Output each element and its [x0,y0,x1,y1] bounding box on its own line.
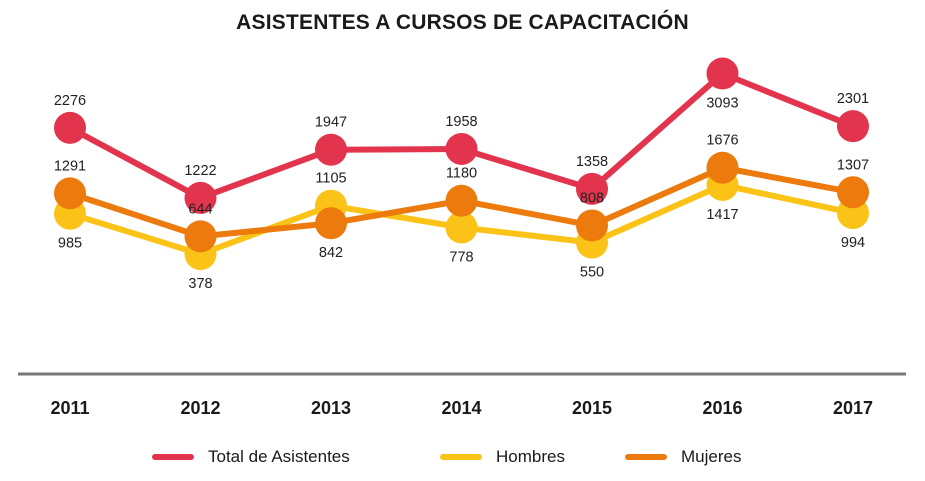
data-label-mujeres: 1676 [706,133,738,149]
data-label-total: 2276 [54,93,86,109]
data-label-mujeres: 1291 [54,158,86,174]
data-point-mujeres [706,151,739,184]
data-point-total [445,132,478,165]
data-label-mujeres: 1180 [446,166,477,182]
data-point-total [54,111,86,144]
legend-label-total: Total de Asistentes [208,447,350,466]
legend-label-hombres: Hombres [496,447,565,466]
data-point-total [576,172,608,205]
data-label-mujeres: 644 [188,201,212,217]
chart-title: ASISTENTES A CURSOS DE CAPACITACIÓN [236,11,689,34]
data-label-total: 1958 [445,114,477,130]
data-point-mujeres [315,207,347,240]
data-label-mujeres: 1307 [837,157,869,173]
legend-label-mujeres: Mujeres [681,447,742,466]
data-point-hombres [445,211,478,244]
data-label-hombres: 550 [580,265,604,281]
data-labels: 2276 1222 1947 1958 1358 3093 2301 985 378 1105 77… [54,91,869,292]
x-tick-label: 2012 [180,398,220,418]
x-tick-labels: 2011 2012 2013 2014 2015 2016 2017 [50,398,873,418]
data-label-total: 3093 [706,96,738,112]
x-tick-label: 2014 [441,398,481,418]
data-label-hombres: 1105 [315,171,346,187]
data-label-hombres: 778 [449,249,473,265]
data-point-total [837,110,869,143]
data-label-mujeres: 808 [580,190,604,206]
series-points [54,57,869,271]
data-point-mujeres [184,220,217,253]
x-tick-label: 2016 [702,398,742,418]
x-tick-label: 2011 [50,398,89,418]
x-tick-label: 2017 [833,398,873,418]
legend-item-mujeres: Mujeres [625,447,741,467]
legend-item-hombres: Hombres [440,447,565,467]
legend-swatch-hombres [440,454,482,460]
legend-swatch-total [152,454,194,460]
data-label-total: 1947 [315,115,347,131]
data-point-total [315,133,347,166]
legend-swatch-mujeres [625,454,667,460]
data-point-total [706,57,739,90]
data-label-total: 2301 [837,91,869,107]
data-point-mujeres [837,176,869,209]
data-label-total: 1358 [576,154,608,170]
data-label-hombres: 1417 [706,207,738,223]
line-chart: 2276 1222 1947 1958 1358 3093 2301 985 378 1105 77… [18,57,906,418]
data-point-mujeres [576,209,608,242]
x-tick-label: 2013 [311,398,351,418]
data-label-hombres: 985 [58,236,82,252]
data-point-total [184,181,217,214]
legend-item-total: Total de Asistentes [152,447,350,467]
x-tick-label: 2015 [572,398,612,418]
data-label-hombres: 378 [188,276,212,292]
data-point-mujeres [54,177,86,210]
legend: Total de Asistentes Hombres Mujeres [0,447,925,475]
data-label-hombres: 994 [841,235,865,251]
data-label-total: 1222 [184,163,216,179]
data-label-mujeres: 842 [319,245,343,261]
data-point-mujeres [445,184,478,217]
